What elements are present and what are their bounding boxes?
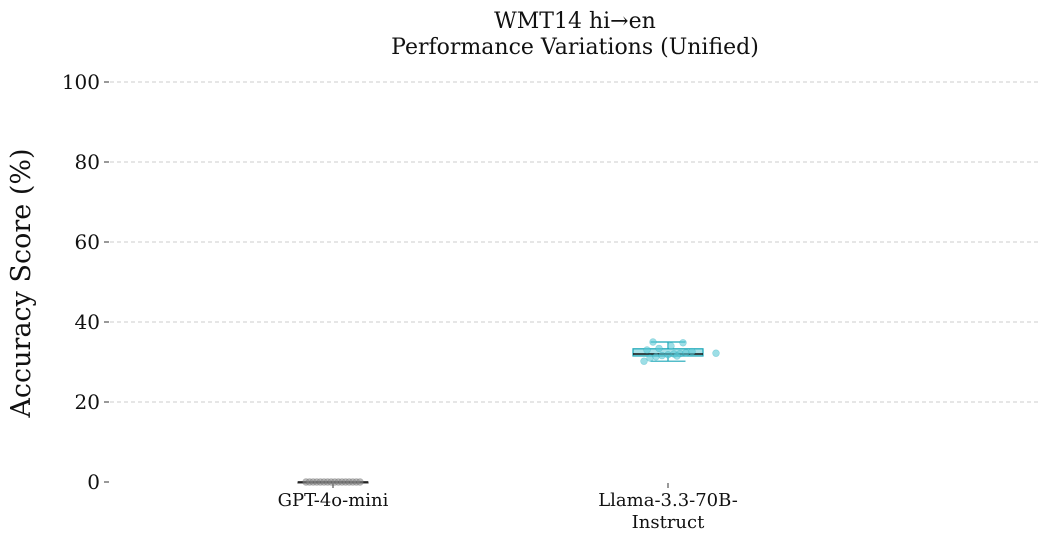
x-tick-label-line: GPT-4o-mini	[278, 490, 389, 511]
data-point	[643, 346, 651, 354]
data-point	[356, 478, 364, 486]
data-point	[664, 351, 672, 359]
y-axis-ticks: 0 20 40 60 80 100	[62, 70, 109, 494]
x-tick-label-line: Llama-3.3-70B-	[598, 490, 738, 511]
y-tick-label: 20	[75, 390, 100, 414]
x-tick-label: Llama-3.3-70B-Instruct	[598, 490, 738, 533]
y-tick-label: 0	[87, 470, 100, 494]
y-tick-label: 100	[62, 70, 100, 94]
data-point	[679, 339, 687, 347]
y-tick-label: 80	[75, 150, 100, 174]
gridlines	[110, 81, 1040, 403]
x-axis-ticks: GPT-4o-mini Llama-3.3-70B-Instruct	[278, 483, 738, 533]
chart-title-line-1: WMT14 hi→en	[494, 9, 656, 34]
data-point	[658, 351, 666, 360]
y-tick-label: 60	[75, 230, 100, 254]
data-point	[682, 349, 690, 357]
data-point	[688, 347, 696, 356]
data-point	[640, 357, 648, 365]
data-point	[649, 338, 657, 346]
data-point	[655, 344, 663, 353]
x-tick-label-line: Instruct	[632, 512, 705, 533]
data-point	[712, 349, 720, 357]
data-point	[673, 352, 681, 360]
data-point	[646, 354, 654, 362]
data-points	[302, 338, 720, 486]
data-point	[652, 353, 660, 361]
y-tick-label: 40	[75, 310, 100, 334]
data-point	[667, 342, 675, 350]
y-axis-label: Accuracy Score (%)	[6, 148, 37, 418]
x-tick-label: GPT-4o-mini	[278, 490, 389, 511]
chart-title-line-2: Performance Variations (Unified)	[391, 35, 759, 60]
